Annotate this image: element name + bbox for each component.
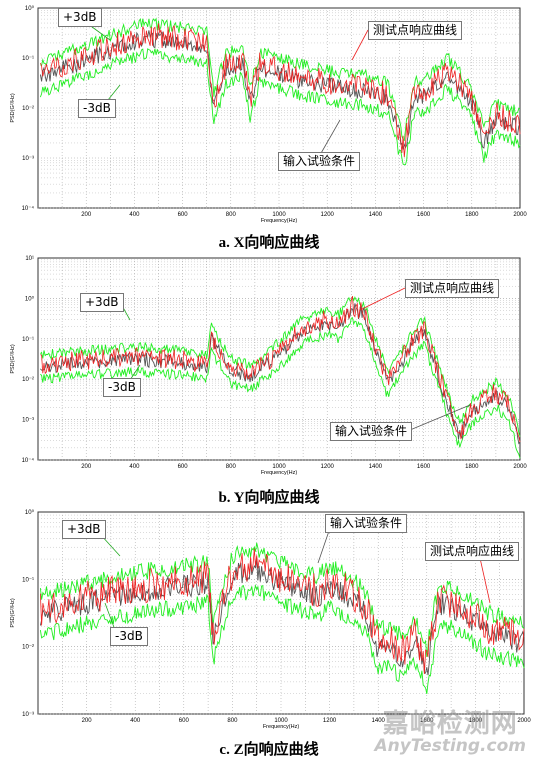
series-response [40, 23, 521, 158]
x-tick-label: 1400 [369, 464, 383, 470]
callout-input-y: 输入试验条件 [330, 422, 413, 441]
y-tick-label: 10⁻¹ [22, 56, 34, 62]
series-plus-3db [40, 17, 521, 142]
caption-y: b. Y向响应曲线 [218, 490, 320, 506]
grid [38, 258, 520, 461]
series-response [40, 295, 521, 443]
x-tick-label: 1600 [417, 212, 431, 218]
chart-panel-y: 200 400 600 800 1000 1200 1400 1600 1800 2000 10¹ 1… [0, 250, 538, 508]
x-axis-label: Frequency(Hz) [261, 218, 298, 224]
x-tick-label: 400 [129, 464, 140, 470]
x-tick-label: 1000 [272, 464, 286, 470]
series-minus-3db [40, 317, 521, 459]
series-input [39, 30, 521, 151]
callout-leader-line [479, 557, 491, 604]
callout-plus-3db-z: +3dB [62, 520, 106, 539]
caption-x: a. X向响应曲线 [218, 235, 320, 251]
x-tick-label: 1200 [321, 464, 335, 470]
x-tick-label: 2000 [513, 212, 527, 218]
chart-x-svg: 200 400 600 800 1000 1200 1400 1600 1800 2000 10⁰ 1… [10, 5, 527, 224]
y-tick-label: 10⁻² [22, 645, 34, 651]
series-plus-3db [39, 542, 525, 658]
x-tick-label: 800 [227, 718, 238, 724]
callout-response-x: 测试点响应曲线 [368, 21, 463, 40]
callout-minus-3db-y: -3dB [103, 378, 141, 397]
x-tick-label: 1000 [274, 718, 288, 724]
x-tick-label: 1200 [323, 718, 337, 724]
series-minus-3db [39, 584, 525, 694]
callout-input-x: 输入试验条件 [278, 152, 361, 171]
callout-input-z: 输入试验条件 [325, 514, 408, 533]
x-tick-label: 200 [81, 464, 92, 470]
callout-plus-3db-y: +3dB [80, 293, 124, 312]
y-tick-label: 10⁰ [25, 509, 35, 516]
x-tick-label: 1200 [321, 212, 335, 218]
x-tick-label: 1800 [465, 464, 479, 470]
x-tick-label: 1800 [465, 212, 479, 218]
x-tick-label: 2000 [517, 718, 531, 724]
chart-panel-z: 200 400 600 800 1000 1200 1400 1600 1800 2000 10⁰ 1… [0, 508, 538, 762]
x-tick-label: 1400 [372, 718, 386, 724]
y-tick-label: 10⁻¹ [22, 337, 34, 343]
callout-leader-line [351, 29, 369, 61]
callout-leader-line [104, 602, 116, 631]
x-tick-label: 1000 [272, 212, 286, 218]
x-tick-label: 800 [226, 212, 237, 218]
y-axis-label: PSD(G²/Hz) [10, 344, 16, 374]
y-tick-label: 10⁻³ [22, 712, 34, 718]
y-tick-label: 10⁻⁴ [22, 205, 35, 212]
x-tick-label: 400 [130, 718, 141, 724]
callout-minus-3db-x: -3dB [78, 99, 116, 118]
callout-leader-line [409, 404, 471, 431]
watermark-cn: 嘉峪检测网 [382, 709, 518, 739]
y-tick-label: 10⁻¹ [22, 577, 34, 583]
caption-z: c. Z向响应曲线 [219, 742, 319, 758]
callout-leader-line [319, 119, 341, 156]
series-response [40, 548, 525, 675]
callout-response-z: 测试点响应曲线 [425, 542, 520, 561]
x-tick-label: 1800 [469, 718, 483, 724]
y-tick-label: 10⁰ [25, 5, 35, 12]
callout-leader-line [359, 287, 406, 311]
series-minus-3db [39, 48, 521, 166]
y-tick-label: 10⁻² [22, 377, 34, 383]
y-axis-label: PSD(G²/Hz) [10, 598, 16, 628]
x-tick-label: 600 [179, 718, 190, 724]
callout-leader-line [129, 364, 141, 381]
y-tick-label: 10⁻⁴ [22, 457, 35, 464]
y-tick-label: 10⁻² [22, 106, 34, 112]
x-tick-label: 1600 [420, 718, 434, 724]
x-tick-label: 1400 [369, 212, 383, 218]
callout-response-y: 测试点响应曲线 [405, 279, 500, 298]
x-axis-label: Frequency(Hz) [261, 470, 298, 476]
watermark-en: AnyTesting.com [374, 736, 526, 756]
series-input [39, 559, 525, 676]
x-tick-label: 600 [178, 464, 189, 470]
y-tick-label: 10⁻³ [22, 156, 34, 162]
x-tick-label: 2000 [513, 464, 527, 470]
y-tick-label: 10⁰ [25, 295, 35, 302]
x-tick-label: 400 [129, 212, 140, 218]
x-tick-label: 600 [178, 212, 189, 218]
callout-minus-3db-z: -3dB [110, 627, 148, 646]
x-tick-label: 1600 [417, 464, 431, 470]
chart-panel-x: 200 400 600 800 1000 1200 1400 1600 1800 2000 10⁰ 1… [0, 0, 538, 251]
x-tick-label: 200 [82, 718, 93, 724]
callout-leader-line [107, 84, 121, 101]
y-axis-label: PSD(G²/Hz) [10, 93, 16, 123]
y-tick-label: 10¹ [25, 256, 34, 262]
watermark: 嘉峪检测网 AnyTesting.com [374, 703, 526, 756]
callout-plus-3db-x: +3dB [58, 8, 102, 27]
callout-leader-line [317, 527, 331, 564]
x-tick-label: 200 [81, 212, 92, 218]
y-tick-label: 10⁻³ [22, 418, 34, 424]
x-axis-label: Frequency(Hz) [263, 724, 300, 730]
x-tick-label: 800 [226, 464, 237, 470]
